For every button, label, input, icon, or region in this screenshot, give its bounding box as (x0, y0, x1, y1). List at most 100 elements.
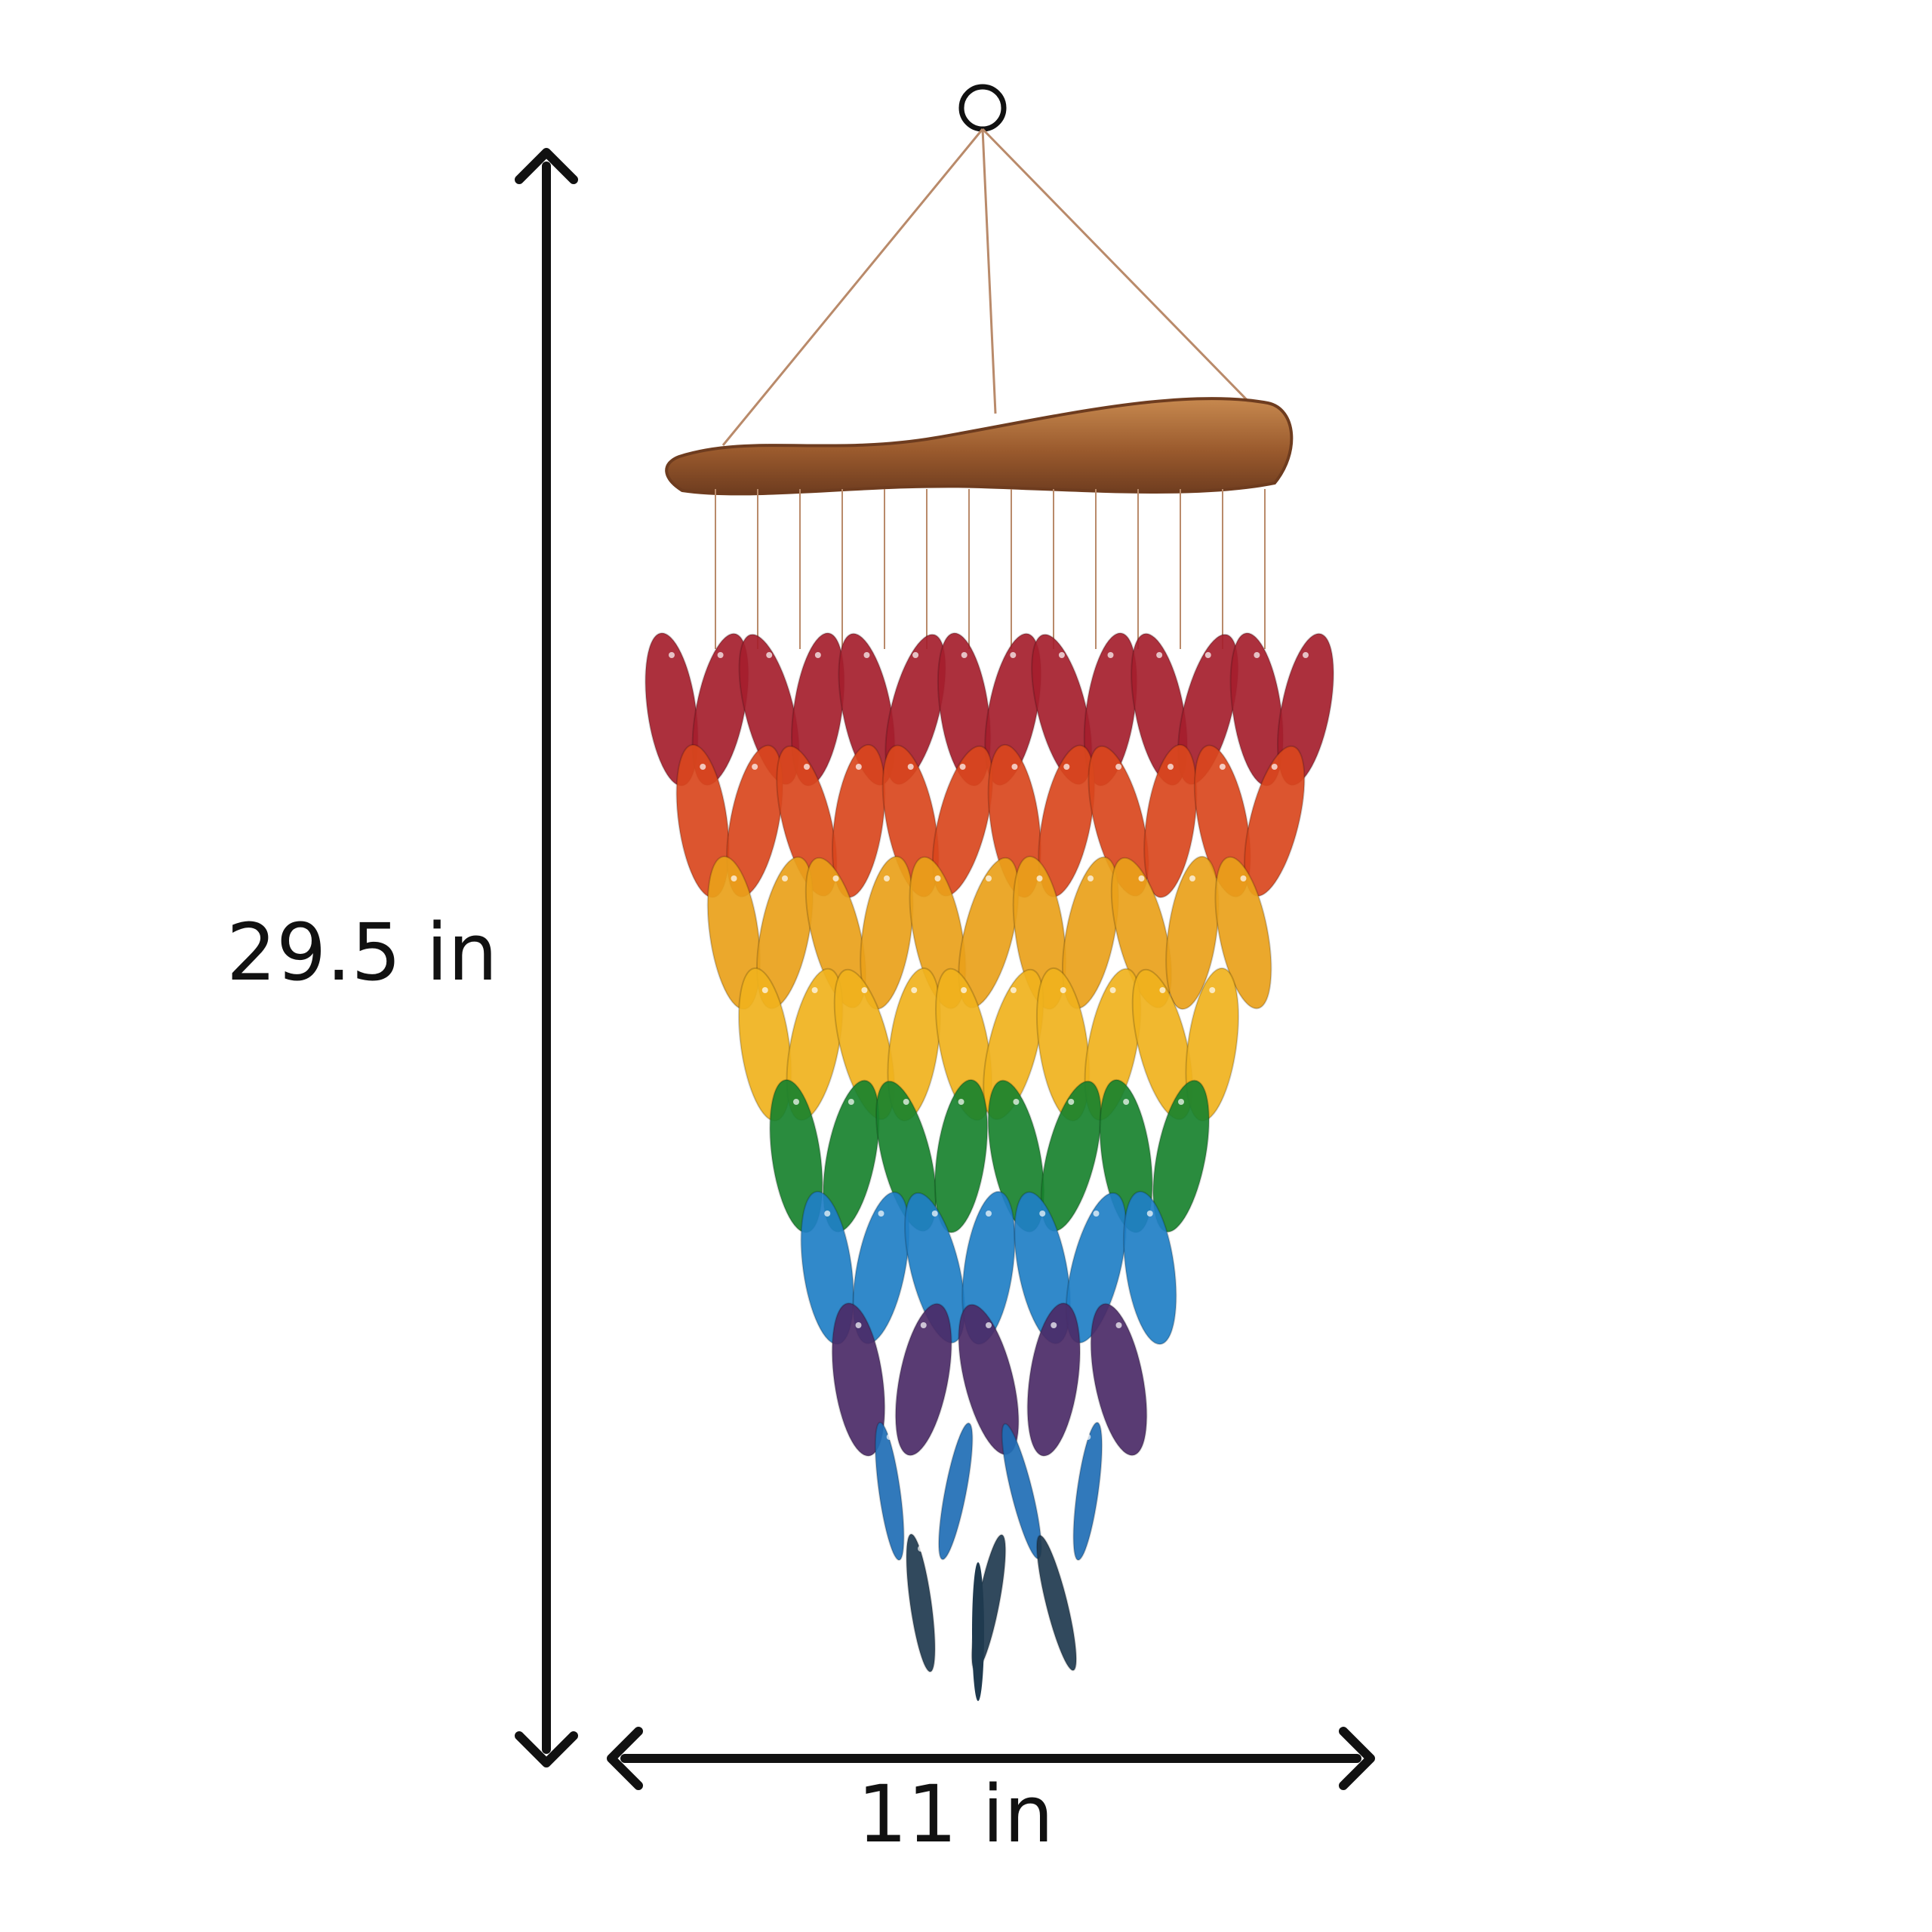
leaf-hole (1051, 1322, 1057, 1328)
height-dimension-arrow (515, 148, 578, 1767)
leaf-hole (958, 1099, 964, 1105)
leaf-hole (811, 987, 818, 993)
leaf-hole (1189, 875, 1195, 881)
glass-leaf (971, 1534, 1007, 1672)
leaf-hole (761, 987, 768, 993)
leaf-hole (855, 1322, 862, 1328)
leaf-hole (1010, 987, 1017, 993)
leaf-hole (961, 652, 968, 658)
leaf-hole (1219, 764, 1226, 770)
leaf-hole (1271, 764, 1278, 770)
glass-leaf (1035, 1534, 1078, 1672)
glass-leaf (1072, 1421, 1103, 1561)
leaf-hole (803, 764, 810, 770)
leaf-hole (961, 987, 968, 993)
leaf-hole (911, 987, 918, 993)
leaf-hole (1018, 1434, 1025, 1440)
glass-leaf (1165, 855, 1220, 1011)
leaf-hole (717, 652, 724, 658)
leaf-hole (1146, 1211, 1153, 1217)
driftwood-bar (665, 397, 1294, 496)
leaf-hole (1168, 764, 1174, 770)
glass-leaf (894, 1303, 952, 1457)
width-dimension-label: 11 in (857, 1768, 1054, 1860)
leaf-hole (766, 652, 773, 658)
leaf-hole (1204, 652, 1211, 658)
leaf-hole (918, 1546, 924, 1552)
leaf-hole (903, 1099, 909, 1105)
glass-leaf (874, 1421, 905, 1561)
glass-leaf (937, 1422, 974, 1561)
suspension-wires (721, 128, 1258, 446)
glass-leaves (645, 632, 1334, 1701)
glass-leaf (1143, 743, 1198, 899)
leaf-hole (952, 1434, 959, 1440)
leaf-hole (793, 1099, 799, 1105)
glass-leaf (1123, 1190, 1177, 1346)
leaf-hole (1039, 1211, 1046, 1217)
leaf-hole (1068, 1099, 1075, 1105)
leaf-hole (1123, 1099, 1130, 1105)
leaf-hole (824, 1211, 831, 1217)
leaf-hole (1115, 1322, 1122, 1328)
hanging-strings (715, 489, 1266, 649)
leaf-hole (848, 1099, 854, 1105)
leaf-hole (752, 764, 758, 770)
leaf-hole (1063, 764, 1070, 770)
leaf-hole (669, 652, 675, 658)
leaf-hole (986, 1546, 992, 1552)
leaf-hole (1178, 1099, 1184, 1105)
wind-chime (645, 84, 1334, 1701)
leaf-hole (814, 652, 821, 658)
leaf-hole (782, 875, 788, 881)
leaf-hole (1036, 875, 1043, 881)
width-dimension-arrow (607, 1727, 1375, 1790)
leaf-hole (855, 764, 862, 770)
glass-leaf (904, 1192, 966, 1344)
leaf-hole (1209, 987, 1216, 993)
leaf-hole (1159, 987, 1166, 993)
glass-leaf (1090, 1303, 1148, 1457)
bottom-glass-drop (972, 1562, 984, 1701)
glass-leaf (906, 1533, 936, 1673)
leaf-hole (1088, 875, 1094, 881)
leaf-hole (1240, 875, 1247, 881)
leaf-hole (1058, 652, 1065, 658)
leaf-hole (1109, 987, 1116, 993)
leaf-hole (959, 764, 966, 770)
leaf-hole (886, 1434, 893, 1440)
leaf-hole (986, 875, 992, 881)
leaf-hole (884, 875, 890, 881)
leaf-hole (1254, 652, 1260, 658)
leaf-hole (934, 875, 941, 881)
glass-leaf (1026, 1302, 1081, 1457)
leaf-hole (1303, 652, 1309, 658)
glass-leaf (1214, 856, 1272, 1010)
leaf-hole (1115, 764, 1122, 770)
leaf-hole (1054, 1546, 1060, 1552)
leaf-hole (1138, 875, 1145, 881)
glass-leaf (831, 1302, 886, 1457)
leaf-hole (731, 875, 737, 881)
glass-leaf (934, 1078, 989, 1234)
leaf-hole (700, 764, 706, 770)
height-dimension-label: 29.5 in (226, 906, 498, 998)
leaf-hole (1107, 652, 1114, 658)
leaf-hole (1011, 764, 1018, 770)
leaf-hole (986, 1211, 992, 1217)
leaf-hole (861, 987, 868, 993)
leaf-hole (920, 1322, 927, 1328)
leaf-hole (986, 1322, 992, 1328)
leaf-hole (1084, 1434, 1091, 1440)
leaf-hole (1010, 652, 1017, 658)
leaf-hole (931, 1211, 938, 1217)
leaf-hole (878, 1211, 884, 1217)
leaf-hole (912, 652, 919, 658)
leaf-hole (1060, 987, 1066, 993)
leaf-hole (1156, 652, 1163, 658)
leaf-hole (832, 875, 839, 881)
leaf-hole (907, 764, 914, 770)
leaf-hole (1013, 1099, 1020, 1105)
leaf-hole (863, 652, 870, 658)
